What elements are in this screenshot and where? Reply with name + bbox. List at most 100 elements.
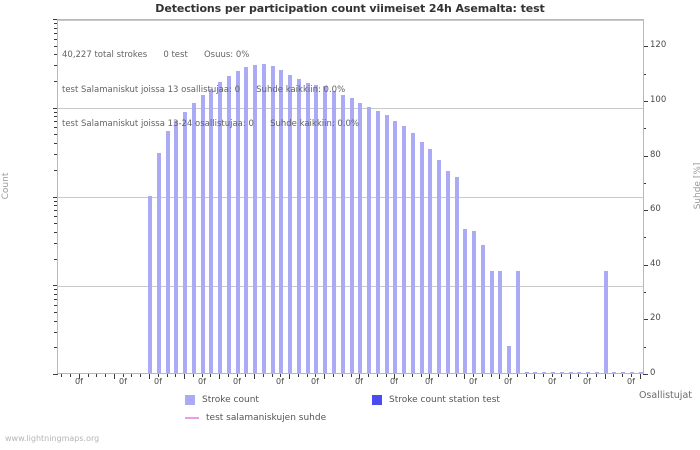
x-tick-mark (175, 374, 176, 377)
y-minor-tick-mark (54, 347, 57, 349)
y-minor-tick-mark (54, 38, 57, 40)
x-tick-mark (517, 374, 518, 377)
x-tick-mark (429, 374, 430, 379)
bar (261, 64, 266, 373)
bar (244, 67, 249, 373)
y2-tick-mark (643, 100, 648, 102)
bar (165, 131, 170, 373)
legend-label-stroke-count-station: Stroke count station test (389, 395, 500, 405)
legend-label-ratio: test salamaniskujen suhde (206, 413, 327, 423)
y-minor-tick-mark (54, 154, 57, 156)
x-tick-label: 0f (154, 377, 162, 386)
bar (498, 271, 503, 373)
bar (410, 133, 415, 373)
bar (235, 70, 240, 373)
bar (551, 372, 555, 373)
x-tick-mark (96, 374, 97, 377)
y-minor-tick-mark (54, 311, 57, 313)
bar (209, 88, 214, 373)
y-minor-tick-mark (54, 242, 57, 244)
x-tick-mark (561, 374, 562, 377)
x-tick-label: 0f (355, 377, 363, 386)
x-tick-mark (351, 374, 352, 377)
y-minor-tick-mark (54, 54, 57, 56)
x-tick-mark (167, 374, 168, 377)
x-tick-mark (307, 374, 308, 377)
bar (367, 106, 372, 373)
bar (226, 76, 231, 373)
legend-item-stroke-count[interactable]: Stroke count (185, 395, 259, 405)
y-minor-tick-mark (54, 23, 57, 25)
bar (183, 111, 188, 373)
x-tick-mark (421, 374, 422, 377)
x-tick-mark (508, 374, 509, 377)
y2-tick-mark (643, 46, 648, 48)
legend-swatch-stroke-count-station (372, 395, 382, 405)
x-tick-mark (456, 374, 457, 377)
y-minor-tick-mark (54, 258, 57, 260)
y-minor-tick-mark (54, 81, 57, 83)
y-minor-tick-mark (54, 143, 57, 145)
x-tick-mark (491, 374, 492, 377)
x-tick-label: 0f (583, 377, 591, 386)
bar (454, 177, 459, 373)
legend-item-ratio[interactable]: test salamaniskujen suhde (185, 413, 326, 423)
x-tick-mark (596, 374, 597, 377)
y2-tick-mark (643, 319, 648, 321)
x-tick-mark (622, 374, 623, 377)
x-tick-mark (403, 374, 404, 377)
x-tick-mark (438, 374, 439, 377)
bar (445, 170, 450, 373)
x-tick-label: 0f (276, 377, 284, 386)
y2-tick-mark (643, 210, 648, 212)
x-tick-label: 0f (469, 377, 477, 386)
y-tick-mark (53, 107, 58, 109)
x-tick-mark (202, 374, 203, 377)
x-tick-mark (254, 374, 255, 379)
x-tick-mark (210, 374, 211, 377)
legend-swatch-stroke-count (185, 395, 195, 405)
bar (340, 95, 345, 373)
bar (586, 372, 591, 373)
bar (559, 372, 564, 373)
bar (524, 372, 529, 373)
annotation-line-3: test Salamaniskut joissa 13-24 osallistu… (62, 119, 360, 129)
x-tick-mark (219, 374, 220, 379)
bar (629, 372, 634, 373)
x-tick-mark (131, 374, 132, 377)
y-minor-tick-mark (54, 65, 57, 67)
x-tick-mark (184, 374, 185, 379)
x-tick-mark (526, 374, 527, 377)
y2-minor-tick-mark (643, 128, 646, 130)
y-minor-tick-mark (54, 298, 57, 300)
watermark: www.lightningmaps.org (5, 434, 100, 443)
x-tick-mark (149, 374, 150, 379)
bar (621, 372, 626, 373)
x-tick-label: 0f (75, 377, 83, 386)
x-tick-label: 0f (119, 377, 127, 386)
x-tick-mark (613, 374, 614, 377)
legend-line-ratio (185, 417, 199, 419)
x-tick-mark (228, 374, 229, 377)
bar (419, 142, 424, 373)
x-tick-mark (394, 374, 395, 379)
bar (402, 126, 407, 373)
y-minor-tick-mark (54, 27, 57, 29)
bar (384, 115, 389, 373)
x-tick-mark (193, 374, 194, 377)
bar (612, 372, 617, 373)
y2-minor-tick-mark (643, 237, 646, 239)
x-tick-mark (79, 374, 80, 379)
y2-tick-mark (643, 374, 648, 375)
y-minor-tick-mark (54, 200, 57, 202)
x-tick-mark (570, 374, 571, 379)
bar (191, 103, 196, 373)
bar (428, 149, 433, 373)
plot-area (57, 19, 644, 374)
bar (603, 271, 608, 373)
y2-minor-tick-mark (643, 292, 646, 294)
legend-item-stroke-count-station[interactable]: Stroke count station test (372, 395, 500, 405)
x-tick-mark (386, 374, 387, 377)
y-tick-mark (53, 196, 58, 198)
